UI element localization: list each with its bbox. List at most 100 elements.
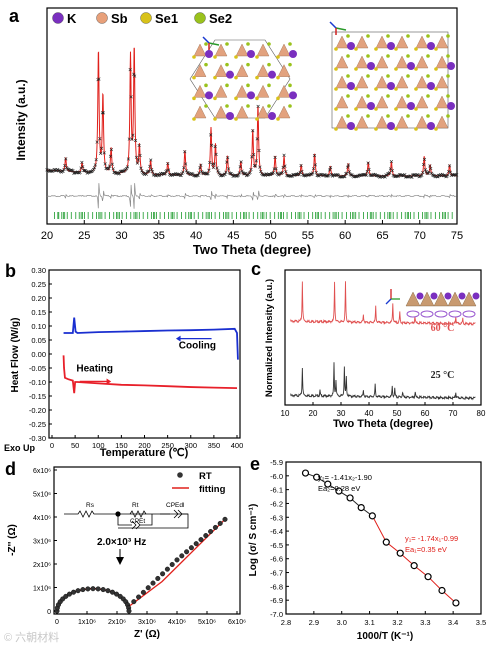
observed-point-a xyxy=(99,151,103,155)
se1-atom xyxy=(394,127,398,131)
ytick-label-b: -0.10 xyxy=(29,378,46,387)
k-atom-orbit xyxy=(434,310,448,318)
sbse-polyhedron xyxy=(355,55,369,69)
observed-point-a xyxy=(248,170,252,175)
observed-point-a xyxy=(249,167,253,172)
observed-point-a xyxy=(138,153,142,158)
observed-point-a xyxy=(393,174,397,179)
observed-point-a xyxy=(273,155,277,159)
observed-point-a xyxy=(64,157,68,161)
data-point-d xyxy=(208,529,214,535)
sbse-polyhedron xyxy=(419,291,435,307)
observed-point-a xyxy=(282,153,286,157)
observed-point-a xyxy=(166,161,170,166)
observed-point-a xyxy=(89,169,93,174)
circuit-label-rt: Rt xyxy=(132,502,139,509)
ytick-label-d: 1x10⁶ xyxy=(33,586,51,593)
se2-atom xyxy=(426,74,430,78)
data-point-e xyxy=(410,562,418,570)
sbse-polyhedron xyxy=(355,35,369,49)
legend-marker-se1 xyxy=(140,12,152,24)
sbse-polyhedron xyxy=(335,35,349,49)
se2-atom xyxy=(446,54,450,58)
data-point-d xyxy=(131,599,137,605)
series-line-heating xyxy=(62,355,238,394)
observed-point-a xyxy=(281,165,285,170)
plot-c-frame xyxy=(284,269,482,406)
observed-point-a xyxy=(347,170,351,174)
observed-point-a xyxy=(48,169,53,173)
observed-point-a xyxy=(218,174,223,178)
k-atom xyxy=(387,42,395,50)
observed-point-a xyxy=(130,137,134,141)
fit-ea-2: Ea₂=0.28 eV xyxy=(318,484,360,493)
observed-point-a xyxy=(179,173,183,178)
se2-atom xyxy=(366,114,370,118)
observed-point-a xyxy=(344,172,348,176)
circuit-label-cpedl: CPEdl xyxy=(166,502,185,509)
observed-markers-a xyxy=(45,68,459,179)
se2-atom xyxy=(346,34,350,38)
se2-atom xyxy=(406,114,410,118)
observed-point-a xyxy=(332,173,336,177)
observed-point-a xyxy=(306,173,310,177)
observed-point-a xyxy=(299,163,303,168)
xtick-label-a: 25 xyxy=(78,230,90,242)
data-point-d xyxy=(174,557,180,563)
ylabel-b: Heat Flow (W/g) xyxy=(10,318,21,393)
se2-atom xyxy=(225,62,229,67)
data-point-d xyxy=(145,585,151,591)
xtick-label-c: 10 xyxy=(281,409,290,418)
se2-atom xyxy=(406,94,410,98)
observed-point-a xyxy=(115,171,119,175)
sbse-polyhedron xyxy=(235,43,249,57)
observed-point-a xyxy=(94,158,98,162)
data-point-e xyxy=(396,549,404,557)
legend-marker-k xyxy=(52,12,64,24)
panel-label-c: c xyxy=(251,259,261,279)
circuit-node xyxy=(115,511,121,517)
observed-point-a xyxy=(146,169,150,174)
data-point-d xyxy=(75,588,81,594)
panel-label-e: e xyxy=(250,454,260,474)
xtick-label-d: 2x10⁶ xyxy=(108,619,126,626)
observed-point-a xyxy=(367,167,371,172)
se2-atom xyxy=(426,94,430,98)
observed-point-a xyxy=(181,170,185,174)
legend-label-sb: Sb xyxy=(111,11,128,26)
observed-point-a xyxy=(121,169,125,173)
observed-point-a xyxy=(70,168,74,172)
observed-point-a xyxy=(206,172,210,176)
xtick-label-e: 3.3 xyxy=(420,618,430,627)
data-point-d xyxy=(222,516,228,522)
k-atom xyxy=(367,62,375,70)
observed-point-a xyxy=(343,174,347,179)
observed-point-a xyxy=(125,166,129,171)
xtick-label-a: 60 xyxy=(339,230,351,242)
observed-point-a xyxy=(448,170,453,174)
observed-point-a xyxy=(421,170,425,175)
observed-point-a xyxy=(226,156,230,160)
data-point-d xyxy=(95,586,101,592)
observed-point-a xyxy=(431,173,436,178)
k-atom xyxy=(416,292,424,300)
k-atom xyxy=(289,50,297,58)
difference-line-a xyxy=(46,183,457,209)
observed-point-a xyxy=(134,155,139,159)
se2-atom xyxy=(346,94,350,98)
observed-point-a xyxy=(52,167,56,172)
sbse-polyhedron xyxy=(256,105,270,119)
sbse-polyhedron xyxy=(375,95,389,109)
data-point-e xyxy=(335,487,343,495)
observed-point-a xyxy=(129,95,133,99)
observed-point-a xyxy=(375,173,379,178)
observed-point-a xyxy=(147,169,151,173)
k-atom xyxy=(472,292,480,300)
observed-point-a xyxy=(57,169,61,173)
observed-point-a xyxy=(63,163,67,168)
data-point-e xyxy=(357,504,365,512)
k-atom xyxy=(367,102,375,110)
observed-point-a xyxy=(447,164,452,168)
xtick-label-c: 60 xyxy=(421,409,430,418)
fit-equation-1: y₁= -1.74x₁-0.99 xyxy=(405,534,458,543)
